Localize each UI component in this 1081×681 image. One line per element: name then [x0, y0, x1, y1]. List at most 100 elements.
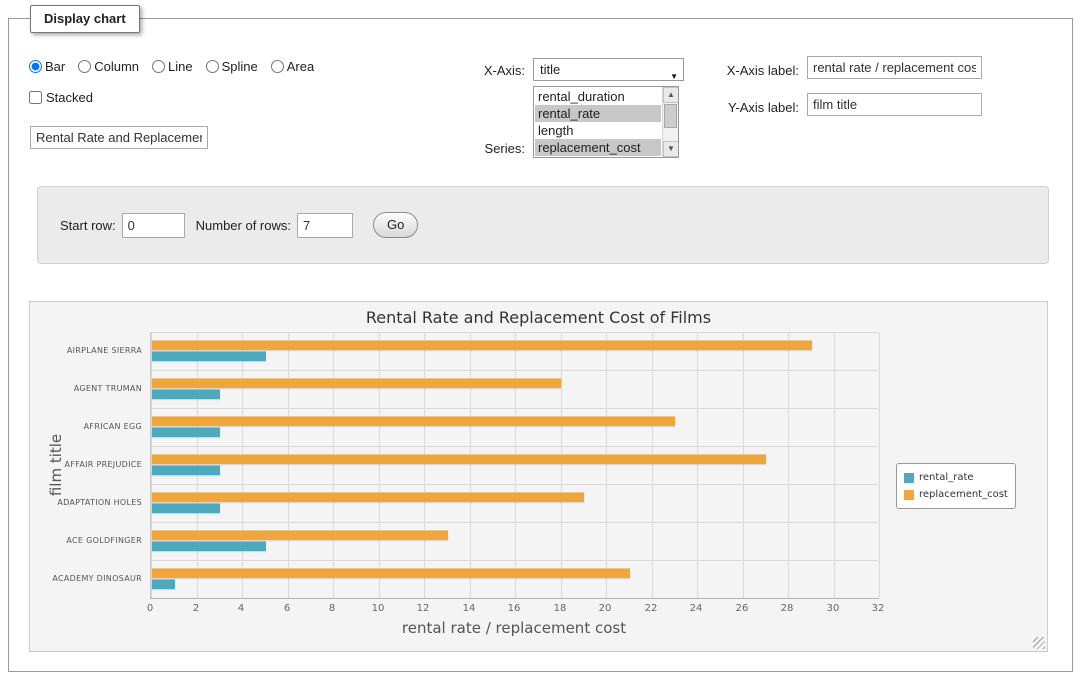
chart-type-radio-label: Bar	[45, 59, 65, 74]
legend-item-label: replacement_cost	[919, 489, 1008, 500]
x-tick-label: 32	[858, 603, 898, 614]
x-gridline	[697, 332, 698, 598]
x-gridline	[424, 332, 425, 598]
legend-swatch-icon	[904, 490, 914, 500]
chart-container: Rental Rate and Replacement Cost of Film…	[29, 301, 1048, 652]
row-range-panel: Start row: Number of rows: Go	[37, 186, 1049, 264]
category-label: AFFAIR PREJUDICE	[32, 460, 142, 469]
series-listbox[interactable]: rental_durationrental_ratelengthreplacem…	[533, 86, 679, 158]
bar-replacement_cost[interactable]	[152, 416, 675, 426]
bar-rental_rate[interactable]	[152, 427, 220, 437]
chart-legend: rental_rate replacement_cost	[896, 463, 1016, 509]
chart-type-option-line[interactable]: Line	[152, 59, 193, 74]
start-row-input[interactable]	[122, 213, 185, 238]
category-label: AIRPLANE SIERRA	[32, 346, 142, 355]
series-option-length[interactable]: length	[535, 122, 661, 139]
chart-type-radio-bar[interactable]	[29, 60, 42, 73]
x-tick-label: 0	[130, 603, 170, 614]
xaxis-select[interactable]: title ▼	[533, 58, 684, 81]
y-gridline	[151, 446, 878, 447]
category-label: ACADEMY DINOSAUR	[32, 574, 142, 583]
series-option-rental_duration[interactable]: rental_duration	[535, 88, 661, 105]
bar-replacement_cost[interactable]	[152, 492, 584, 502]
bar-rental_rate[interactable]	[152, 351, 266, 361]
chart-type-radio-label: Line	[168, 59, 193, 74]
scroll-down-icon[interactable]: ▼	[663, 141, 679, 157]
bar-rental_rate[interactable]	[152, 389, 220, 399]
chart-type-option-bar[interactable]: Bar	[29, 59, 65, 74]
y-gridline	[151, 370, 878, 371]
series-option-replacement_cost[interactable]: replacement_cost	[535, 139, 661, 156]
x-tick-label: 18	[540, 603, 580, 614]
chart-type-option-area[interactable]: Area	[271, 59, 314, 74]
bar-rental_rate[interactable]	[152, 541, 266, 551]
chart-title-input[interactable]	[30, 126, 208, 149]
bar-replacement_cost[interactable]	[152, 530, 448, 540]
category-label: ADAPTATION HOLES	[32, 498, 142, 507]
x-gridline	[561, 332, 562, 598]
chart-type-option-spline[interactable]: Spline	[206, 59, 258, 74]
yaxis-label-input[interactable]	[807, 93, 982, 116]
y-gridline	[151, 408, 878, 409]
x-gridline	[879, 332, 880, 598]
display-chart-fieldset: Display chart BarColumnLineSplineArea St…	[8, 18, 1073, 672]
x-gridline	[743, 332, 744, 598]
bar-replacement_cost[interactable]	[152, 340, 812, 350]
x-gridline	[834, 332, 835, 598]
chart-type-radio-line[interactable]	[152, 60, 165, 73]
chart-type-option-column[interactable]: Column	[78, 59, 139, 74]
chart-type-radio-spline[interactable]	[206, 60, 219, 73]
legend-item-label: rental_rate	[919, 472, 974, 483]
x-tick-label: 28	[767, 603, 807, 614]
x-tick-label: 4	[221, 603, 261, 614]
x-tick-label: 26	[722, 603, 762, 614]
chart-type-radio-column[interactable]	[78, 60, 91, 73]
chart-type-radio-label: Column	[94, 59, 139, 74]
series-options: rental_durationrental_ratelengthreplacem…	[535, 88, 661, 156]
x-tick-label: 10	[358, 603, 398, 614]
legend-item-rental_rate[interactable]: rental_rate	[904, 469, 1008, 486]
go-button[interactable]: Go	[373, 212, 418, 238]
scrollbar-thumb[interactable]	[664, 104, 677, 128]
stacked-label-text: Stacked	[46, 90, 93, 105]
x-gridline	[606, 332, 607, 598]
bar-rental_rate[interactable]	[152, 579, 175, 589]
bar-rental_rate[interactable]	[152, 465, 220, 475]
chart-type-radio-label: Spline	[222, 59, 258, 74]
series-label: Series:	[439, 141, 525, 156]
yaxis-label-label: Y-Axis label:	[685, 100, 799, 115]
bar-replacement_cost[interactable]	[152, 454, 766, 464]
x-tick-label: 2	[176, 603, 216, 614]
resize-handle-icon[interactable]	[1033, 637, 1045, 649]
series-option-rental_rate[interactable]: rental_rate	[535, 105, 661, 122]
stacked-checkbox-label[interactable]: Stacked	[29, 90, 93, 105]
x-gridline	[652, 332, 653, 598]
x-axis-line	[150, 598, 879, 599]
x-tick-label: 8	[312, 603, 352, 614]
legend-item-replacement_cost[interactable]: replacement_cost	[904, 486, 1008, 503]
stacked-checkbox[interactable]	[29, 91, 42, 104]
scroll-up-icon[interactable]: ▲	[663, 87, 679, 103]
xaxis-label-input[interactable]	[807, 56, 982, 79]
x-tick-label: 24	[676, 603, 716, 614]
x-tick-label: 14	[449, 603, 489, 614]
y-gridline	[151, 484, 878, 485]
x-gridline	[333, 332, 334, 598]
y-gridline	[151, 560, 878, 561]
chart-type-radio-group: Bar Column Line Spline Area	[29, 57, 314, 75]
fieldset-legend: Display chart	[30, 5, 140, 33]
select-dropdown-arrow-icon: ▼	[670, 66, 678, 87]
legend-swatch-icon	[904, 473, 914, 483]
number-of-rows-label: Number of rows:	[196, 218, 291, 233]
listbox-scrollbar[interactable]: ▲ ▼	[662, 87, 678, 157]
bar-replacement_cost[interactable]	[152, 568, 630, 578]
x-tick-label: 22	[631, 603, 671, 614]
chart-type-radio-area[interactable]	[271, 60, 284, 73]
number-of-rows-input[interactable]	[297, 213, 353, 238]
x-gridline	[288, 332, 289, 598]
bar-rental_rate[interactable]	[152, 503, 220, 513]
bar-replacement_cost[interactable]	[152, 378, 561, 388]
xaxis-select-label: X-Axis:	[439, 63, 525, 78]
stacked-row: Stacked	[29, 88, 93, 106]
y-gridline	[151, 522, 878, 523]
